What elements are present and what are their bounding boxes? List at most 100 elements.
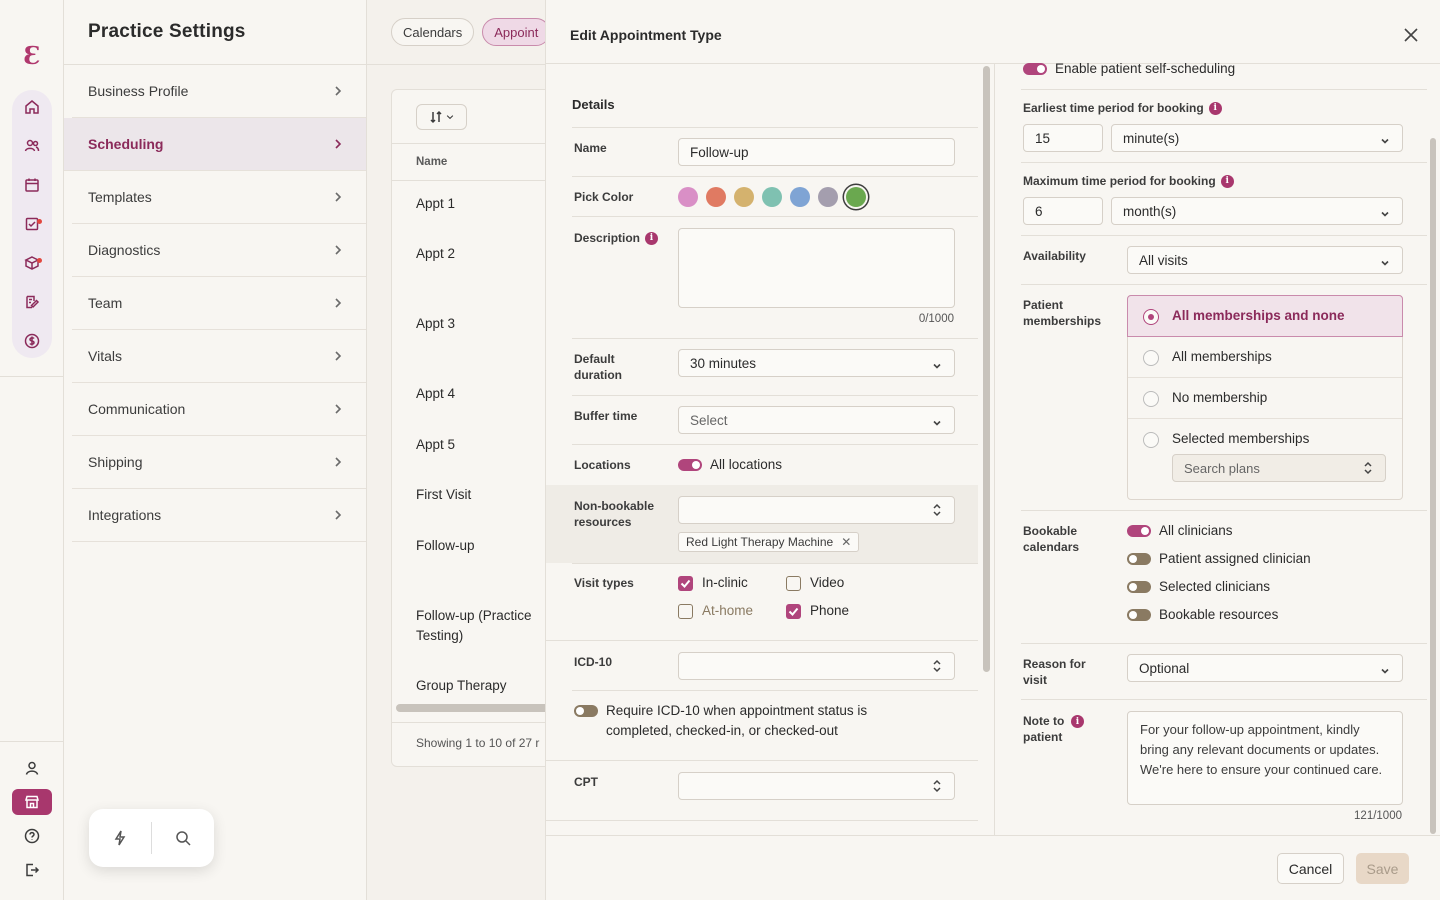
- resource-chip: Red Light Therapy Machine ✕: [678, 532, 860, 552]
- all-clinicians-toggle[interactable]: [1127, 525, 1151, 537]
- note-to-patient-textarea[interactable]: For your follow-up appointment, kindly b…: [1127, 711, 1403, 805]
- name-field[interactable]: Follow-up: [678, 138, 955, 166]
- notes-icon[interactable]: [12, 289, 52, 315]
- search-plans-placeholder: Search plans: [1184, 460, 1260, 476]
- logout-icon[interactable]: [12, 857, 52, 883]
- settings-item-scheduling[interactable]: Scheduling: [64, 118, 366, 171]
- settings-item-vitals[interactable]: Vitals: [72, 330, 366, 383]
- color-swatch[interactable]: [818, 187, 838, 207]
- inventory-icon[interactable]: [12, 250, 52, 276]
- description-textarea[interactable]: [678, 228, 955, 308]
- divider: [546, 820, 978, 821]
- video-checkbox[interactable]: [786, 576, 801, 591]
- dialog-title: Edit Appointment Type: [570, 27, 722, 43]
- resources-select[interactable]: [678, 496, 955, 524]
- radio[interactable]: [1143, 391, 1159, 407]
- patients-icon[interactable]: [12, 133, 52, 159]
- left-scrollbar[interactable]: [983, 66, 990, 672]
- table-row[interactable]: Appt 4: [416, 386, 456, 401]
- info-icon[interactable]: i: [645, 231, 659, 245]
- tasks-icon[interactable]: [12, 211, 52, 237]
- divider: [1021, 643, 1427, 644]
- settings-item-diagnostics[interactable]: Diagnostics: [72, 224, 366, 277]
- self-scheduling-toggle[interactable]: [1023, 63, 1047, 75]
- color-swatch[interactable]: [734, 187, 754, 207]
- bookable-resources-toggle[interactable]: [1127, 609, 1151, 621]
- maximum-unit-select[interactable]: month(s): [1111, 197, 1403, 225]
- membership-option[interactable]: No membership: [1128, 378, 1402, 419]
- all-locations-toggle[interactable]: [678, 459, 702, 471]
- reason-for-visit-select[interactable]: Optional: [1127, 654, 1403, 682]
- column-header-name[interactable]: Name: [392, 143, 550, 181]
- availability-value: All visits: [1139, 252, 1188, 268]
- earliest-unit-select[interactable]: minute(s): [1111, 124, 1403, 152]
- table-row[interactable]: Appt 3: [416, 316, 456, 331]
- radio-selected[interactable]: [1143, 309, 1159, 325]
- app-logo[interactable]: Ɛ: [23, 41, 41, 70]
- earliest-value-field[interactable]: 15: [1023, 124, 1103, 152]
- help-icon[interactable]: [12, 823, 52, 849]
- color-swatch[interactable]: [762, 187, 782, 207]
- close-icon[interactable]: [1402, 26, 1420, 44]
- table-row[interactable]: Follow-up: [416, 538, 475, 553]
- table-row[interactable]: First Visit: [416, 487, 472, 502]
- settings-item-templates[interactable]: Templates: [72, 171, 366, 224]
- cpt-select[interactable]: [678, 772, 955, 800]
- availability-select[interactable]: All visits: [1127, 246, 1403, 274]
- info-icon[interactable]: i: [1220, 174, 1234, 188]
- icon-rail: Ɛ: [0, 0, 64, 900]
- table-row[interactable]: Appt 2: [416, 246, 456, 261]
- maximum-value-field[interactable]: 6: [1023, 197, 1103, 225]
- radio[interactable]: [1143, 350, 1159, 366]
- divider: [546, 63, 1440, 64]
- calendar-icon[interactable]: [12, 172, 52, 198]
- membership-option[interactable]: All memberships and none: [1127, 295, 1403, 337]
- info-icon[interactable]: i: [1071, 715, 1084, 728]
- tab-appointment-types[interactable]: Appoint: [482, 18, 551, 46]
- settings-item-label: Scheduling: [88, 136, 164, 152]
- settings-item-communication[interactable]: Communication: [72, 383, 366, 436]
- tab-calendars[interactable]: Calendars: [391, 18, 475, 46]
- membership-option[interactable]: All memberships: [1128, 337, 1402, 378]
- user-icon[interactable]: [12, 755, 52, 781]
- right-scrollbar[interactable]: [1430, 138, 1436, 834]
- store-icon[interactable]: [12, 789, 52, 815]
- description-counter: 0/1000: [918, 313, 954, 325]
- cancel-button[interactable]: Cancel: [1277, 853, 1344, 884]
- icd10-select[interactable]: [678, 652, 955, 680]
- duration-select[interactable]: 30 minutes: [678, 349, 955, 377]
- info-icon[interactable]: i: [1208, 101, 1222, 115]
- search-plans-input[interactable]: Search plans: [1172, 454, 1386, 482]
- membership-option[interactable]: Selected memberships Search plans: [1128, 419, 1402, 499]
- search-icon[interactable]: [174, 829, 192, 847]
- color-swatch[interactable]: [790, 187, 810, 207]
- table-row[interactable]: Appt 1: [416, 196, 456, 211]
- remove-chip-icon[interactable]: ✕: [841, 535, 852, 549]
- settings-item-business-profile[interactable]: Business Profile: [72, 65, 366, 118]
- patient-assigned-clinician-toggle[interactable]: [1127, 553, 1151, 565]
- horizontal-scrollbar[interactable]: [396, 704, 550, 712]
- divider: [1021, 235, 1427, 236]
- table-row[interactable]: Appt 5: [416, 437, 456, 452]
- earliest-value: 15: [1035, 130, 1051, 146]
- settings-item-integrations[interactable]: Integrations: [72, 489, 366, 542]
- billing-icon[interactable]: [12, 328, 52, 354]
- color-swatch[interactable]: [846, 187, 866, 207]
- sort-button[interactable]: [416, 104, 467, 130]
- save-button[interactable]: Save: [1356, 853, 1409, 884]
- settings-item-team[interactable]: Team: [72, 277, 366, 330]
- settings-item-shipping[interactable]: Shipping: [72, 436, 366, 489]
- selected-clinicians-toggle[interactable]: [1127, 581, 1151, 593]
- buffer-time-select[interactable]: Select: [678, 406, 955, 434]
- color-swatch[interactable]: [678, 187, 698, 207]
- table-row[interactable]: Follow-up (Practice Testing): [416, 608, 532, 643]
- home-icon[interactable]: [12, 94, 52, 120]
- require-icd10-toggle[interactable]: [574, 705, 598, 717]
- lightning-icon[interactable]: [111, 829, 129, 847]
- table-row[interactable]: Group Therapy: [416, 678, 507, 693]
- color-swatch[interactable]: [706, 187, 726, 207]
- radio[interactable]: [1143, 432, 1159, 448]
- at-home-checkbox[interactable]: [678, 604, 693, 619]
- phone-checkbox[interactable]: [786, 604, 801, 619]
- in-clinic-checkbox[interactable]: [678, 576, 693, 591]
